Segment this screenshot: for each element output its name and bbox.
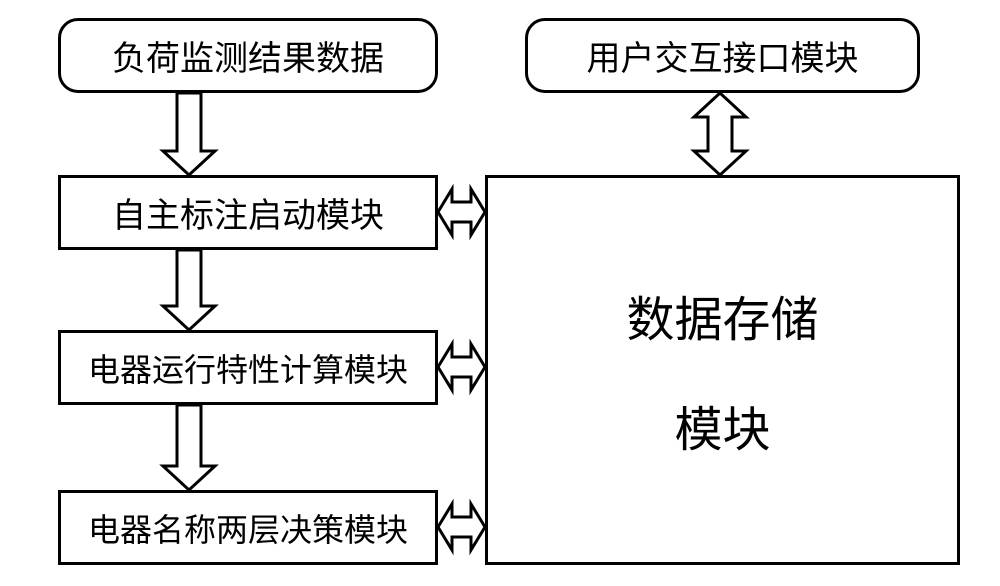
label: 负荷监测结果数据 [112,31,384,80]
box-auto-annotation-start-module: 自主标注启动模块 [58,175,438,250]
label-line2: 模块 [626,390,818,460]
label-line1: 数据存储 [626,280,818,350]
arrow-lr-2 [438,344,485,390]
arrow-lr-1 [438,189,485,235]
arrow-updown-user-storage [694,93,746,175]
label: 自主标注启动模块 [112,188,384,237]
label: 电器名称两层决策模块 [88,505,408,551]
box-appliance-name-decision-module: 电器名称两层决策模块 [58,490,438,565]
arrow-down-2 [163,250,215,330]
label: 用户交互接口模块 [587,31,859,80]
box-data-storage-module: 数据存储 模块 [485,175,960,565]
arrow-down-1 [163,93,215,175]
label: 电器运行特性计算模块 [88,345,408,391]
box-load-monitoring-data: 负荷监测结果数据 [58,18,438,93]
arrow-lr-3 [438,504,485,550]
box-user-interaction-module: 用户交互接口模块 [525,18,920,93]
label-wrap: 数据存储 模块 [626,280,818,460]
arrow-down-3 [163,405,215,490]
box-appliance-operation-calc-module: 电器运行特性计算模块 [58,330,438,405]
